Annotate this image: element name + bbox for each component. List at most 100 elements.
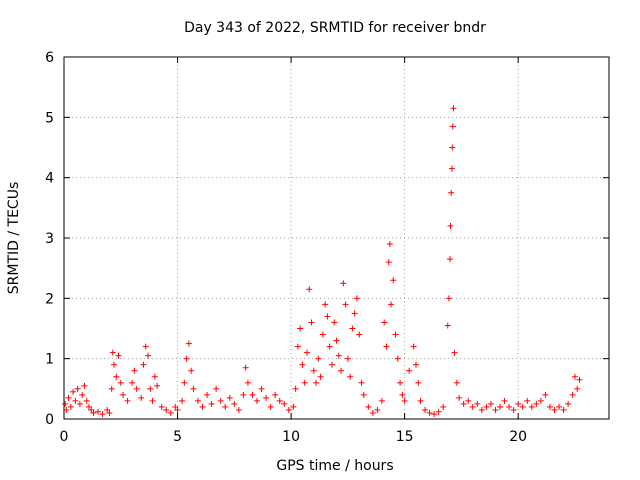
data-point bbox=[537, 397, 544, 404]
data-point bbox=[383, 343, 390, 350]
data-point bbox=[272, 391, 279, 398]
data-point bbox=[147, 385, 154, 392]
data-point bbox=[392, 331, 399, 338]
data-point bbox=[519, 403, 526, 410]
data-point bbox=[533, 400, 540, 407]
x-tick-label: 15 bbox=[396, 429, 414, 445]
data-point bbox=[385, 259, 392, 266]
data-point bbox=[88, 406, 95, 413]
data-point bbox=[497, 403, 503, 410]
data-point bbox=[240, 391, 247, 398]
y-tick-label: 5 bbox=[45, 110, 54, 126]
data-point bbox=[208, 400, 215, 407]
data-point bbox=[369, 409, 376, 416]
y-tick-label: 3 bbox=[45, 231, 54, 247]
data-point bbox=[469, 403, 476, 410]
data-point bbox=[72, 397, 79, 404]
data-point bbox=[386, 241, 393, 248]
data-point bbox=[95, 408, 102, 415]
axis-ticks bbox=[63, 56, 609, 420]
data-point bbox=[417, 397, 424, 404]
x-tick-label: 20 bbox=[509, 429, 527, 445]
data-point bbox=[574, 385, 581, 392]
data-point bbox=[319, 331, 326, 338]
data-point bbox=[569, 391, 576, 398]
y-axis-label: SRMTID / TECUs bbox=[6, 182, 22, 295]
x-axis-label: GPS time / hours bbox=[276, 458, 393, 474]
data-point bbox=[303, 349, 310, 356]
data-point bbox=[124, 397, 131, 404]
data-point bbox=[117, 379, 124, 386]
data-point bbox=[378, 397, 385, 404]
data-point bbox=[335, 352, 342, 359]
data-point bbox=[120, 391, 127, 398]
data-point bbox=[172, 403, 179, 410]
data-point bbox=[235, 406, 242, 413]
data-points bbox=[62, 105, 583, 418]
data-point bbox=[510, 406, 517, 413]
data-point bbox=[422, 406, 429, 413]
data-point bbox=[294, 343, 301, 350]
x-tick-label: 5 bbox=[173, 429, 182, 445]
data-point bbox=[315, 355, 322, 362]
data-point bbox=[85, 403, 92, 410]
data-point bbox=[358, 379, 365, 386]
y-tick-label: 4 bbox=[45, 171, 54, 187]
data-point bbox=[444, 322, 451, 329]
data-point bbox=[149, 397, 156, 404]
data-point bbox=[571, 373, 578, 380]
data-point bbox=[451, 349, 458, 356]
data-point bbox=[310, 367, 317, 374]
data-point bbox=[145, 352, 152, 359]
data-point bbox=[365, 403, 372, 410]
gridlines bbox=[64, 57, 609, 419]
data-point bbox=[109, 349, 116, 356]
data-point bbox=[63, 406, 70, 413]
data-point bbox=[254, 397, 261, 404]
data-point bbox=[556, 403, 563, 410]
data-point bbox=[163, 406, 170, 413]
data-point bbox=[460, 400, 467, 407]
data-point bbox=[390, 277, 397, 284]
data-point bbox=[412, 361, 419, 368]
data-point bbox=[158, 403, 165, 410]
data-point bbox=[154, 382, 161, 389]
data-point bbox=[338, 367, 345, 374]
data-point bbox=[565, 400, 572, 407]
data-point bbox=[401, 397, 408, 404]
data-point bbox=[249, 391, 256, 398]
data-point bbox=[281, 400, 288, 407]
data-point bbox=[394, 355, 401, 362]
data-point bbox=[285, 406, 292, 413]
data-point bbox=[138, 394, 145, 401]
chart-title: Day 343 of 2022, SRMTID for receiver bnd… bbox=[184, 20, 486, 36]
data-point bbox=[104, 406, 111, 413]
data-point bbox=[449, 123, 456, 130]
data-point bbox=[226, 394, 233, 401]
data-point bbox=[347, 373, 354, 380]
data-point bbox=[410, 343, 417, 350]
data-point bbox=[344, 355, 351, 362]
y-axis-tick-labels: 0 1 2 3 4 5 6 bbox=[45, 50, 54, 428]
data-point bbox=[62, 400, 69, 407]
data-point bbox=[79, 391, 86, 398]
data-point bbox=[542, 391, 549, 398]
x-tick-label: 0 bbox=[60, 429, 69, 445]
data-point bbox=[381, 319, 388, 326]
data-point bbox=[388, 301, 394, 308]
data-point bbox=[326, 343, 333, 350]
data-point bbox=[244, 379, 251, 386]
data-point bbox=[213, 385, 220, 392]
data-point bbox=[199, 403, 206, 410]
data-point bbox=[179, 397, 186, 404]
data-point bbox=[448, 165, 455, 172]
data-point bbox=[190, 385, 197, 392]
data-point bbox=[445, 295, 452, 302]
data-point bbox=[129, 379, 136, 386]
data-point bbox=[222, 403, 229, 410]
data-point bbox=[83, 397, 90, 404]
data-point bbox=[551, 406, 558, 413]
data-point bbox=[360, 391, 367, 398]
data-point bbox=[306, 286, 313, 293]
data-point bbox=[110, 361, 117, 368]
